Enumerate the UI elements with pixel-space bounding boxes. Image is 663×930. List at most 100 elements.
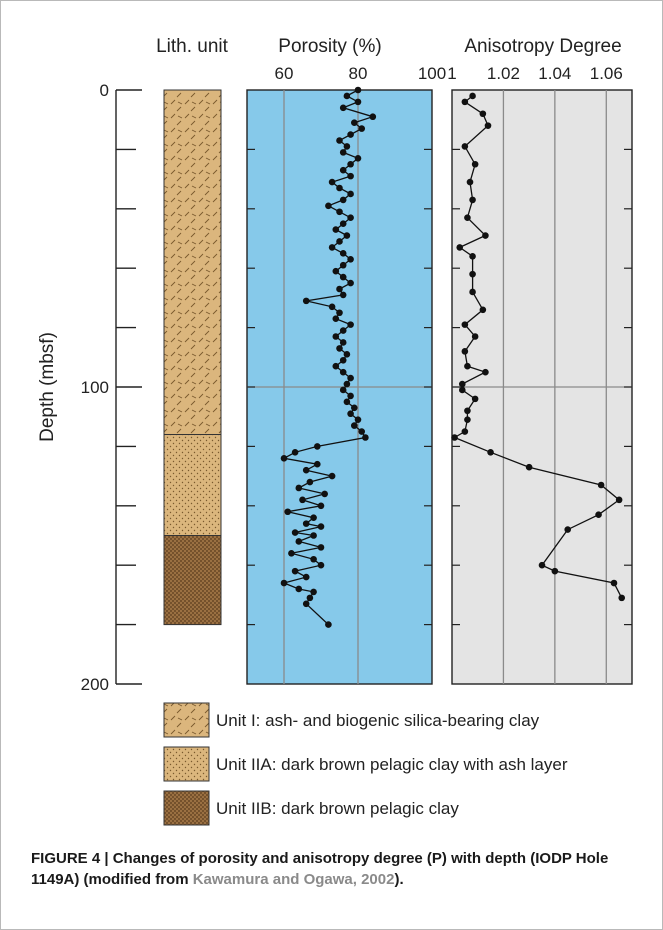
porosity-data-point <box>299 496 306 504</box>
porosity-data-point <box>284 508 292 516</box>
porosity-data-point <box>354 98 362 106</box>
anisotropy-data-point <box>461 321 469 328</box>
anisotropy-data-point <box>471 333 479 340</box>
porosity-data-point <box>339 196 347 204</box>
porosity-data-point <box>339 327 347 334</box>
porosity-data-point <box>328 303 336 311</box>
porosity-data-point <box>321 490 329 498</box>
porosity-data-point <box>347 410 354 418</box>
legend: Unit I: ash- and biogenic silica-bearing… <box>163 702 568 826</box>
porosity-data-point <box>347 392 354 400</box>
legend-label-unit-i: Unit I: ash- and biogenic silica-bearing… <box>216 711 540 730</box>
anisotropy-data-point <box>469 253 476 260</box>
porosity-x-tick-label: 100 <box>418 64 446 83</box>
figure-caption: FIGURE 4 | Changes of porosity and aniso… <box>31 848 651 890</box>
anisotropy-data-point <box>487 449 494 456</box>
porosity-data-point <box>291 567 299 575</box>
anisotropy-data-point <box>482 368 489 376</box>
porosity-data-point <box>339 104 347 112</box>
anisotropy-data-point <box>469 92 476 100</box>
caption-end: ). <box>394 871 404 888</box>
caption-text: FIGURE 4 | Changes of porosity and aniso… <box>31 850 609 888</box>
porosity-data-point <box>325 621 332 628</box>
anisotropy-data-point <box>466 178 474 186</box>
caption-reference-link[interactable]: Kawamura and Ogawa, 2002 <box>192 871 395 888</box>
anisotropy-data-point <box>458 380 466 388</box>
porosity-data-point <box>302 600 310 608</box>
porosity-data-point <box>351 404 358 412</box>
legend-label-unit-iib: Unit IIB: dark brown pelagic clay <box>216 799 459 818</box>
porosity-data-point <box>339 273 347 281</box>
porosity-data-point <box>339 166 347 174</box>
porosity-data-point <box>343 232 351 239</box>
anisotropy-grid <box>452 90 632 684</box>
porosity-x-ticks: 60 80 100 <box>275 64 447 83</box>
porosity-data-point <box>310 588 317 596</box>
porosity-data-point <box>343 380 351 388</box>
anisotropy-data-point <box>458 386 466 394</box>
anisotropy-data-point <box>538 561 546 569</box>
porosity-data-point <box>302 466 310 474</box>
porosity-data-point <box>343 92 351 100</box>
porosity-data-point <box>317 502 325 510</box>
depth-axis-label: Depth (mbsf) <box>37 332 58 442</box>
porosity-data-point <box>336 238 343 245</box>
porosity-data-point <box>317 544 325 551</box>
porosity-data-point <box>314 460 321 468</box>
porosity-data-point <box>354 416 362 423</box>
anisotropy-data-point <box>461 143 469 150</box>
porosity-data-point <box>332 267 340 275</box>
porosity-data-point <box>336 184 343 192</box>
anisotropy-data-point <box>484 122 492 129</box>
porosity-data-point <box>347 255 354 263</box>
anisotropy-data-point <box>479 110 487 118</box>
porosity-data-point <box>336 309 343 317</box>
porosity-data-point <box>332 333 340 340</box>
porosity-data-point <box>347 321 354 328</box>
porosity-data-point <box>317 523 325 530</box>
anisotropy-data-point <box>469 196 476 204</box>
anisotropy-data-point <box>597 481 605 489</box>
porosity-data-point <box>351 422 358 429</box>
anisotropy-data-point <box>464 416 471 423</box>
porosity-data-point <box>351 119 358 126</box>
porosity-data-point <box>339 368 347 376</box>
anisotropy-data-point <box>461 98 469 106</box>
porosity-data-point <box>347 131 354 138</box>
porosity-data-point <box>302 573 310 581</box>
anisotropy-x-tick-label: 1.04 <box>538 64 571 83</box>
porosity-data-point <box>339 149 347 156</box>
anisotropy-data-point <box>618 594 626 602</box>
anisotropy-data-point <box>479 306 487 314</box>
anisotropy-x-ticks: 1 1.02 1.04 1.06 <box>447 64 623 83</box>
porosity-data-point <box>347 279 354 287</box>
porosity-data-point <box>332 315 340 322</box>
porosity-data-point <box>358 428 366 435</box>
porosity-data-point <box>317 561 325 569</box>
anisotropy-data-point <box>482 232 489 239</box>
depth-tick-label: 100 <box>81 378 109 397</box>
porosity-data-point <box>339 220 347 227</box>
porosity-data-point <box>343 398 351 406</box>
anisotropy-data-point <box>464 362 471 370</box>
anisotropy-data-point <box>525 463 533 471</box>
porosity-data-point <box>314 443 321 450</box>
porosity-data-point <box>310 555 317 563</box>
lith-unit-unit-iib <box>163 535 222 626</box>
porosity-data-point <box>280 454 288 462</box>
porosity-data-point <box>310 514 317 521</box>
porosity-data-point <box>328 244 336 251</box>
anisotropy-data-point <box>595 511 602 519</box>
porosity-data-point <box>358 125 366 132</box>
porosity-data-point <box>369 113 377 121</box>
porosity-data-point <box>280 579 288 587</box>
porosity-data-point <box>347 374 354 382</box>
legend-swatch-unit-i <box>163 702 210 738</box>
porosity-data-point <box>336 285 343 293</box>
porosity-data-point <box>339 356 347 364</box>
porosity-x-tick-label: 60 <box>275 64 294 83</box>
porosity-data-point <box>347 214 354 222</box>
anisotropy-data-point <box>564 526 572 533</box>
porosity-data-point <box>347 160 354 168</box>
